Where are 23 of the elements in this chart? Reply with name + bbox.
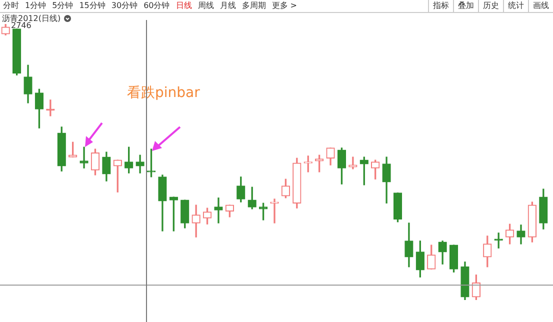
text: 画线 [528,0,553,12]
text: 30分钟 [111,0,138,12]
candlestick [214,198,223,224]
text: 叠加 [453,0,478,12]
text: 1分钟 [25,0,46,12]
candlestick [270,198,279,224]
text: 统计 [503,0,528,12]
text: 指标 [428,0,453,12]
candlestick [136,154,144,174]
text: 更多 > [272,0,297,12]
text: 日线 [176,0,192,12]
candlestick [348,156,358,170]
chart-title: 沥青2012(日线) [2,13,61,23]
text: 分时 [3,0,19,12]
text: 历史 [478,0,503,12]
text: 周线 [198,0,214,12]
text: 多周期 [242,0,266,12]
text: 15分钟 [79,0,106,12]
text: 5分钟 [52,0,74,12]
text: 月线 [220,0,236,12]
text: 60分钟 [144,0,170,12]
annotation: 2746 [11,21,32,30]
candlestick [80,146,88,168]
